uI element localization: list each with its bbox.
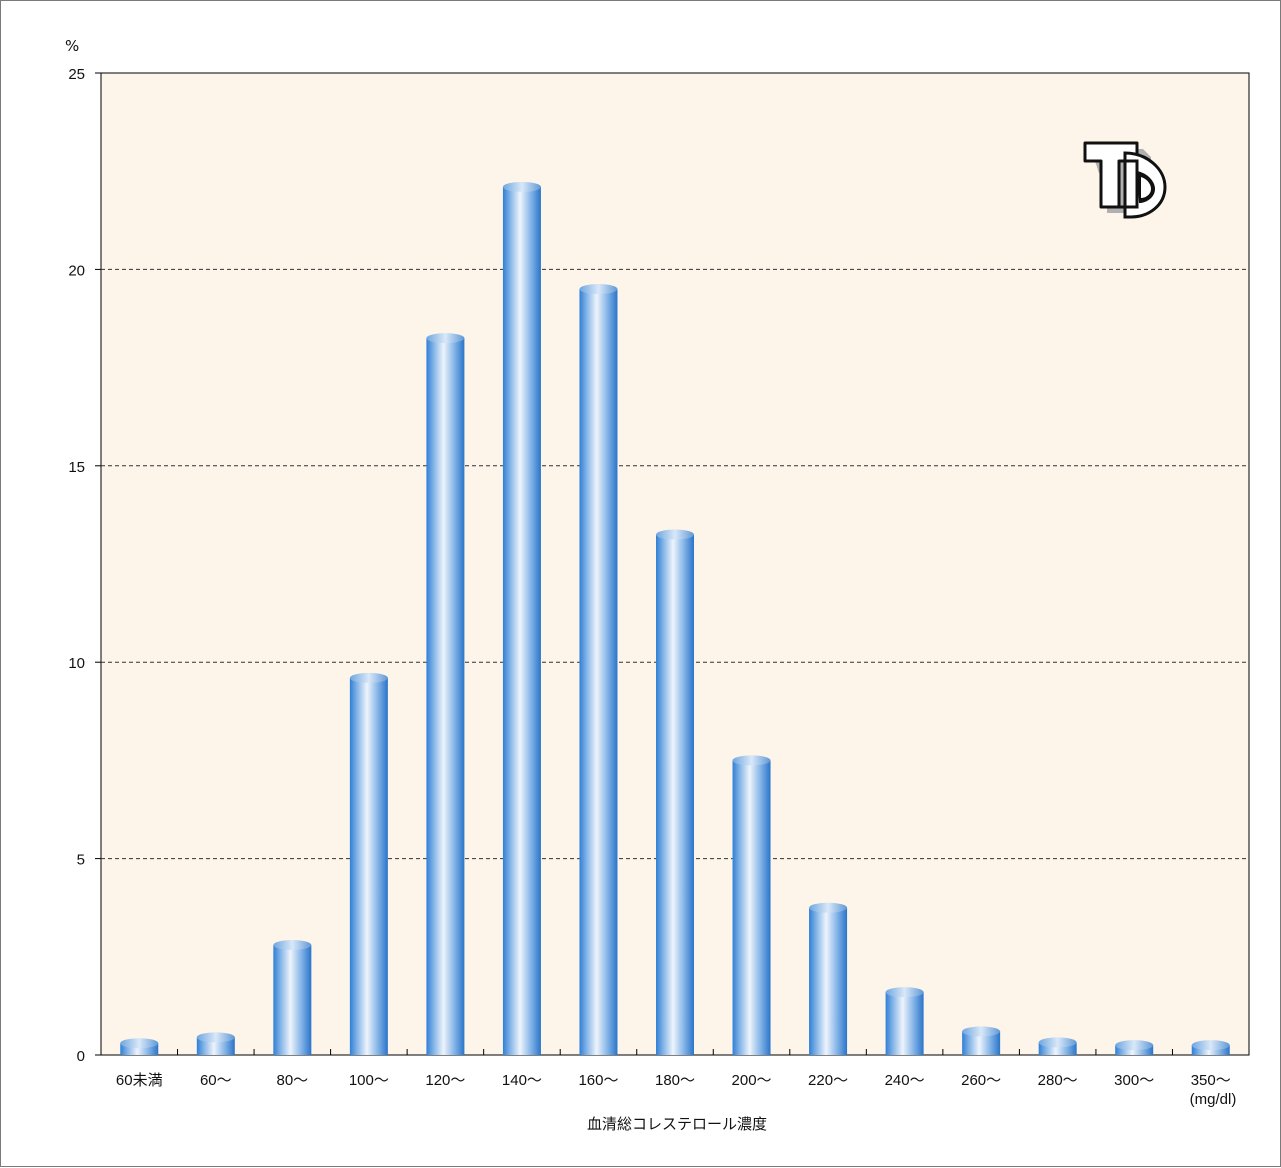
x-tick-label: 120～ bbox=[425, 1072, 465, 1089]
y-axis-label: % bbox=[65, 37, 79, 55]
x-axis-ticks: 60未満 60～ 80～ 100～ 120～ 140～ 160～ 180～ 200～ 220～ 24… bbox=[100, 1049, 1250, 1089]
bar-3 bbox=[349, 672, 388, 1055]
x-tick-label: 100～ bbox=[349, 1072, 389, 1089]
bar-cap bbox=[426, 333, 465, 344]
x-tick-label: 350～ bbox=[1191, 1072, 1231, 1089]
x-tick-label: 160～ bbox=[578, 1072, 618, 1089]
bar-cap bbox=[732, 755, 771, 766]
bar-body bbox=[349, 677, 388, 1055]
bar-body bbox=[656, 534, 694, 1055]
bar-9 bbox=[809, 902, 848, 1055]
y-axis-ticks: 0 5 10 15 20 25 bbox=[68, 66, 101, 1065]
bar-cap bbox=[196, 1032, 235, 1043]
bar-1 bbox=[196, 1032, 235, 1055]
bar-12 bbox=[1038, 1037, 1077, 1055]
bar-8 bbox=[732, 755, 771, 1055]
bar-cap bbox=[809, 902, 848, 913]
bar-cap bbox=[1191, 1040, 1230, 1051]
y-tick-label: 25 bbox=[68, 66, 85, 83]
bars bbox=[120, 181, 1230, 1056]
bar-body bbox=[962, 1031, 1001, 1055]
bar-body bbox=[196, 1037, 235, 1055]
x-tick-label: 220～ bbox=[808, 1072, 848, 1089]
bar-cap bbox=[885, 987, 924, 998]
x-tick-label: 200～ bbox=[732, 1072, 772, 1089]
bar-11 bbox=[962, 1026, 1001, 1055]
bar-cap bbox=[349, 672, 388, 683]
y-tick-label: 0 bbox=[77, 1048, 85, 1065]
x-tick-label: 80～ bbox=[276, 1072, 308, 1089]
bar-10 bbox=[885, 987, 924, 1055]
bar-4 bbox=[426, 333, 465, 1055]
bar-cap bbox=[962, 1026, 1001, 1037]
bar-body bbox=[732, 760, 771, 1055]
x-tick-label: 260～ bbox=[961, 1072, 1001, 1089]
bar-cap bbox=[502, 181, 541, 192]
y-tick-label: 15 bbox=[68, 459, 85, 476]
y-tick-label: 5 bbox=[77, 852, 85, 869]
bar-body bbox=[426, 338, 465, 1055]
x-tick-label: 240～ bbox=[885, 1072, 925, 1089]
bar-body bbox=[273, 945, 312, 1055]
bar-13 bbox=[1115, 1040, 1154, 1055]
bar-14 bbox=[1191, 1040, 1230, 1055]
y-tick-label: 10 bbox=[68, 655, 85, 672]
bar-cap bbox=[1038, 1037, 1077, 1048]
bar-body bbox=[502, 186, 541, 1056]
bar-cap bbox=[273, 940, 312, 951]
x-tick-label: 60～ bbox=[200, 1072, 232, 1089]
bar-cap bbox=[1115, 1040, 1154, 1051]
bar-7 bbox=[656, 529, 694, 1055]
bar-body bbox=[120, 1043, 159, 1055]
bar-body bbox=[579, 289, 618, 1055]
bar-body bbox=[809, 907, 848, 1055]
bar-6 bbox=[579, 284, 618, 1055]
bar-cap bbox=[120, 1038, 159, 1049]
bar-cap bbox=[579, 284, 618, 295]
y-tick-label: 20 bbox=[68, 262, 85, 279]
bar-5 bbox=[502, 181, 541, 1056]
bar-cap bbox=[656, 529, 694, 540]
bar-body bbox=[885, 992, 924, 1055]
bar-2 bbox=[273, 940, 312, 1055]
bar-0 bbox=[120, 1038, 159, 1055]
x-axis-unit: (mg/dl) bbox=[1190, 1091, 1237, 1108]
x-tick-label: 280～ bbox=[1038, 1072, 1078, 1089]
x-tick-label: 300～ bbox=[1114, 1072, 1154, 1089]
x-tick-label: 180～ bbox=[655, 1072, 695, 1089]
x-tick-label: 60未満 bbox=[116, 1072, 163, 1089]
publisher-logo bbox=[1083, 141, 1167, 219]
x-tick-label: 140～ bbox=[502, 1072, 542, 1089]
x-axis-label: 血清総コレステロール濃度 bbox=[587, 1115, 767, 1133]
